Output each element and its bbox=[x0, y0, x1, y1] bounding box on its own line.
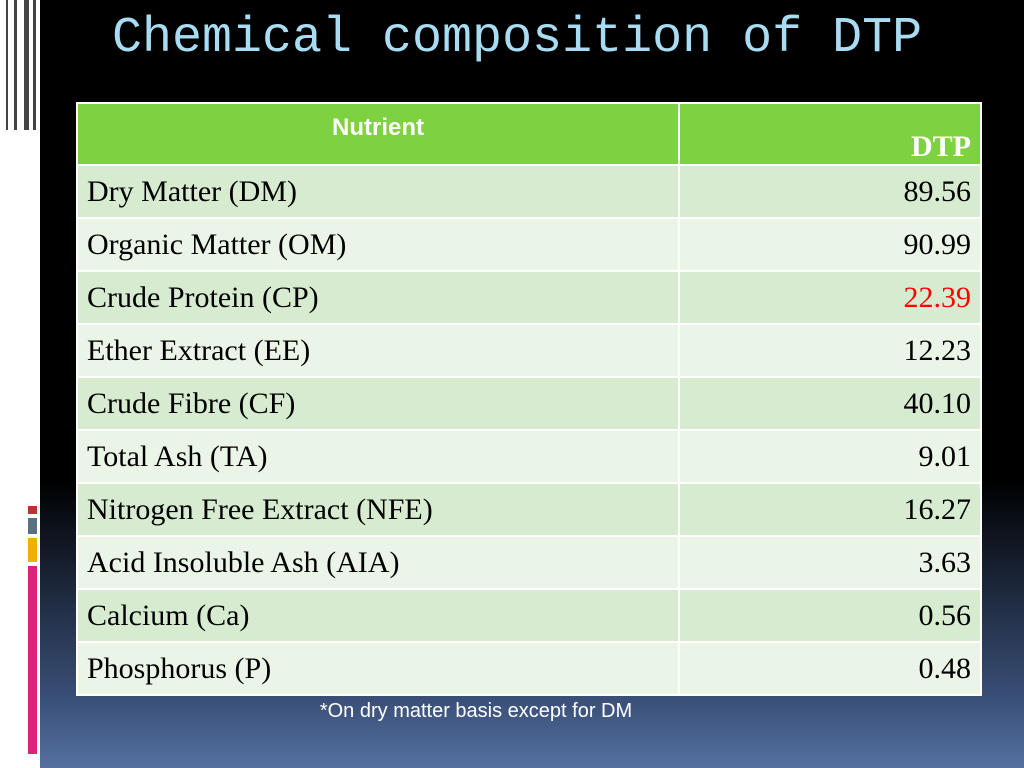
value-cell: 90.99 bbox=[678, 217, 982, 272]
decor-line bbox=[24, 0, 29, 130]
nutrient-cell: Dry Matter (DM) bbox=[76, 164, 680, 219]
value-cell: 40.10 bbox=[678, 376, 982, 431]
nutrient-cell: Total Ash (TA) bbox=[76, 429, 680, 484]
value-cell: 0.56 bbox=[678, 588, 982, 643]
nutrient-cell: Organic Matter (OM) bbox=[76, 217, 680, 272]
nutrient-cell: Crude Fibre (CF) bbox=[76, 376, 680, 431]
value-cell: 22.39 bbox=[678, 270, 982, 325]
footnote: *On dry matter basis except for DM bbox=[319, 700, 633, 722]
side-strip bbox=[0, 0, 40, 768]
table-row: Phosphorus (P) 0.48 bbox=[76, 641, 982, 696]
value-cell: 16.27 bbox=[678, 482, 982, 537]
composition-table: Nutrient DTP Dry Matter (DM) 89.56 Organic… bbox=[76, 102, 982, 696]
table-row: Calcium (Ca) 0.56 bbox=[76, 588, 982, 643]
table-row: Ether Extract (EE) 12.23 bbox=[76, 323, 982, 378]
slide-title: Chemical composition of DTP bbox=[112, 10, 923, 67]
value-cell: 0.48 bbox=[678, 641, 982, 696]
decor-line bbox=[14, 0, 17, 130]
decor-bar bbox=[28, 518, 37, 534]
table-row: Crude Fibre (CF) 40.10 bbox=[76, 376, 982, 431]
header-cell: DTP bbox=[678, 102, 982, 166]
table-row: Acid Insoluble Ash (AIA) 3.63 bbox=[76, 535, 982, 590]
table-row: Organic Matter (OM) 90.99 bbox=[76, 217, 982, 272]
nutrient-cell: Acid Insoluble Ash (AIA) bbox=[76, 535, 680, 590]
table-row: Crude Protein (CP) 22.39 bbox=[76, 270, 982, 325]
table-row: Dry Matter (DM) 89.56 bbox=[76, 164, 982, 219]
value-cell: 3.63 bbox=[678, 535, 982, 590]
decor-bar bbox=[28, 506, 37, 514]
nutrient-cell: Ether Extract (EE) bbox=[76, 323, 680, 378]
decor-bar bbox=[28, 566, 37, 754]
decor-line bbox=[33, 0, 36, 130]
nutrient-cell: Crude Protein (CP) bbox=[76, 270, 680, 325]
value-cell: 9.01 bbox=[678, 429, 982, 484]
nutrient-cell: Nitrogen Free Extract (NFE) bbox=[76, 482, 680, 537]
nutrient-cell: Calcium (Ca) bbox=[76, 588, 680, 643]
value-cell: 89.56 bbox=[678, 164, 982, 219]
nutrient-cell: Phosphorus (P) bbox=[76, 641, 680, 696]
decor-bar bbox=[28, 538, 37, 562]
decor-line bbox=[6, 0, 8, 130]
table-row: Total Ash (TA) 9.01 bbox=[76, 429, 982, 484]
value-cell: 12.23 bbox=[678, 323, 982, 378]
header-cell: Nutrient bbox=[76, 102, 680, 166]
table-row: Nitrogen Free Extract (NFE) 16.27 bbox=[76, 482, 982, 537]
header-row: Nutrient DTP bbox=[76, 102, 982, 166]
